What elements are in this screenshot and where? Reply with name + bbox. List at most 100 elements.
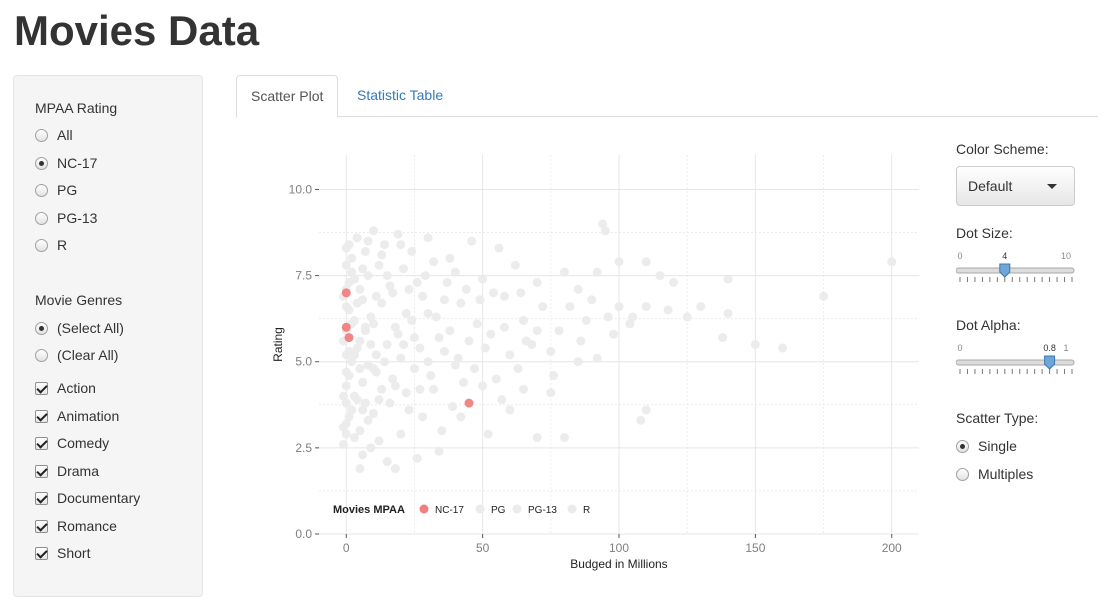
legend-label: PG-13 (528, 505, 557, 516)
x-axis-title: Budged in Millions (570, 557, 667, 571)
data-point-r (363, 360, 373, 370)
option-label: R (57, 237, 68, 253)
genre-checkbox-romance[interactable]: Romance (35, 516, 117, 536)
y-axis-title: Rating (271, 327, 285, 362)
data-point-r (339, 439, 349, 449)
data-point-r (682, 312, 692, 322)
data-point-r (399, 264, 409, 274)
genre-checkbox-comedy[interactable]: Comedy (35, 433, 109, 453)
data-point-r (887, 257, 897, 267)
color-scheme-select[interactable]: Default (956, 166, 1075, 206)
genre-checkbox-action[interactable]: Action (35, 378, 96, 398)
data-point-r (475, 295, 485, 305)
checkbox-icon[interactable] (35, 491, 48, 505)
tab-statistic-table[interactable]: Statistic Table (357, 87, 444, 103)
checkbox-icon[interactable] (35, 519, 48, 533)
data-point-r (510, 260, 520, 270)
data-point-r (349, 433, 359, 443)
data-point-r (355, 426, 365, 436)
data-point-r (655, 271, 665, 281)
mpaa-option-all[interactable]: All (35, 125, 73, 145)
data-point-r (369, 319, 379, 329)
data-point-r (497, 395, 507, 405)
mpaa-option-pg13[interactable]: PG-13 (35, 208, 97, 228)
data-point-r (341, 419, 351, 429)
scatter-type-multiples[interactable]: Multiples (956, 464, 1033, 484)
data-point-r (429, 257, 439, 267)
data-point-r (377, 384, 387, 394)
data-point-r (396, 429, 406, 439)
data-point-r (554, 326, 564, 336)
data-point-r (423, 308, 433, 318)
data-point-r (636, 415, 646, 425)
option-label: Documentary (57, 490, 141, 506)
option-label: (Clear All) (57, 347, 119, 363)
data-point-r (614, 257, 624, 267)
radio-icon[interactable] (35, 183, 48, 197)
dot-size-slider[interactable]: 0 10 4 (956, 248, 1081, 290)
checkbox-icon[interactable] (35, 409, 48, 423)
data-point-r (434, 446, 444, 456)
genres-select-all[interactable]: (Select All) (35, 318, 124, 338)
radio-icon[interactable] (35, 321, 48, 335)
radio-icon[interactable] (956, 467, 969, 481)
data-point-r (363, 271, 373, 281)
checkbox-icon[interactable] (35, 436, 48, 450)
data-point-r (628, 312, 638, 322)
data-point-r (519, 384, 529, 394)
radio-icon[interactable] (35, 348, 48, 362)
data-point-r (445, 326, 455, 336)
dot-alpha-slider[interactable]: 0 10.8 (956, 340, 1081, 382)
checkbox-icon[interactable] (35, 381, 48, 395)
data-point-r (437, 426, 447, 436)
data-point-r (723, 274, 733, 284)
sidebar-panel: MPAA Rating All NC-17 PG PG-13 R Movie G… (13, 75, 203, 597)
genre-checkbox-documentary[interactable]: Documentary (35, 488, 140, 508)
data-point-r (819, 291, 829, 301)
data-point-r (352, 343, 362, 353)
data-point-r (565, 302, 575, 312)
scatter-type-single[interactable]: Single (956, 436, 1017, 456)
legend-label: R (583, 505, 590, 516)
data-point-r (420, 271, 430, 281)
genre-checkbox-animation[interactable]: Animation (35, 406, 119, 426)
data-point-r (347, 405, 357, 415)
data-point-r (347, 357, 357, 367)
data-point-r (467, 236, 477, 246)
data-point-r (573, 284, 583, 294)
data-point-r (390, 381, 400, 391)
checkbox-icon[interactable] (35, 546, 48, 560)
option-label: All (57, 127, 73, 143)
checkbox-icon[interactable] (35, 464, 48, 478)
data-point-r (360, 322, 370, 332)
genre-checkbox-short[interactable]: Short (35, 543, 90, 563)
tab-scatter-plot[interactable]: Scatter Plot (236, 75, 339, 118)
radio-icon[interactable] (35, 238, 48, 252)
genre-checkbox-drama[interactable]: Drama (35, 461, 99, 481)
radio-icon[interactable] (956, 439, 969, 453)
data-point-r (641, 405, 651, 415)
data-point-r (382, 457, 392, 467)
data-point-r (459, 377, 469, 387)
data-point-r (366, 443, 376, 453)
y-tick-label: 10.0 (289, 182, 313, 196)
color-scheme-value: Default (968, 178, 1013, 194)
data-point-r (600, 226, 610, 236)
radio-icon[interactable] (35, 211, 48, 225)
data-point-r (614, 302, 624, 312)
mpaa-option-pg[interactable]: PG (35, 180, 77, 200)
radio-icon[interactable] (35, 128, 48, 142)
data-point-r (456, 412, 466, 422)
radio-icon[interactable] (35, 156, 48, 170)
option-label: Short (57, 545, 91, 561)
legend-key (512, 504, 522, 514)
data-point-r (401, 308, 411, 318)
legend-key (419, 504, 429, 514)
data-point-r (352, 233, 362, 243)
genres-clear-all[interactable]: (Clear All) (35, 345, 118, 365)
data-point-r (358, 450, 368, 460)
mpaa-option-nc17[interactable]: NC-17 (35, 153, 97, 173)
option-label: PG (57, 182, 78, 198)
mpaa-option-r[interactable]: R (35, 235, 67, 255)
option-label: Animation (57, 408, 120, 424)
